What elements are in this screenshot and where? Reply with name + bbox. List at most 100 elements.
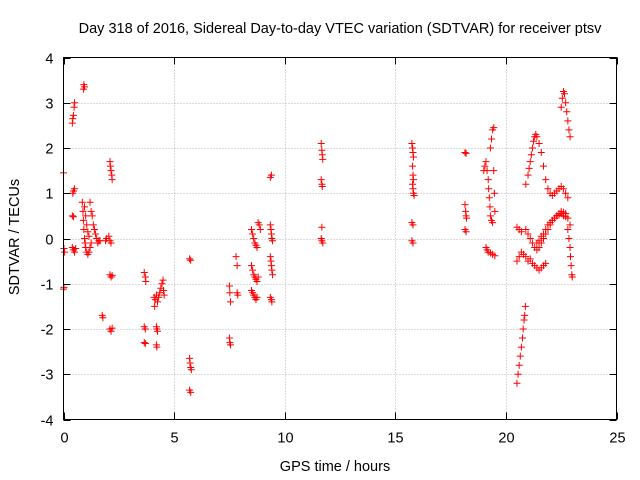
data-point	[79, 216, 87, 224]
data-point	[186, 359, 194, 367]
data-point	[544, 185, 552, 193]
data-points	[60, 81, 576, 396]
data-point	[317, 176, 325, 184]
data-point	[107, 167, 115, 175]
data-point	[462, 149, 470, 157]
data-point	[234, 291, 242, 299]
data-point	[542, 176, 550, 184]
data-point	[156, 289, 164, 297]
data-point	[266, 253, 274, 261]
data-point	[317, 139, 325, 147]
data-point	[154, 298, 162, 306]
data-point	[318, 223, 326, 231]
data-point	[526, 235, 534, 242]
y-tick-label: 4	[45, 52, 53, 68]
data-point	[562, 210, 570, 218]
data-point	[526, 158, 534, 166]
data-point	[268, 266, 276, 274]
data-point	[226, 289, 234, 297]
data-point	[482, 158, 490, 166]
data-point	[80, 225, 88, 233]
data-point	[81, 203, 89, 211]
data-point	[409, 221, 417, 229]
data-point	[490, 167, 498, 175]
data-point	[107, 327, 115, 335]
data-point	[522, 225, 530, 233]
data-point	[566, 244, 574, 252]
data-point	[187, 366, 195, 374]
data-point	[227, 298, 235, 306]
data-point	[558, 94, 566, 102]
data-point	[528, 144, 536, 152]
data-point	[408, 139, 416, 147]
plot-border	[63, 57, 617, 420]
data-point	[85, 232, 93, 240]
data-point	[486, 212, 494, 220]
data-point	[564, 214, 572, 222]
data-point	[565, 235, 573, 242]
data-point	[107, 273, 115, 281]
data-point	[106, 162, 114, 170]
data-point	[542, 259, 550, 267]
data-point	[61, 248, 69, 256]
x-tick-label: 0	[60, 431, 68, 447]
data-point	[491, 252, 499, 260]
data-point	[524, 230, 532, 238]
data-point	[567, 262, 575, 270]
data-point	[535, 244, 543, 252]
data-point	[568, 273, 576, 281]
data-point	[517, 343, 525, 351]
data-point	[488, 135, 496, 143]
data-point	[92, 230, 100, 238]
data-point	[78, 198, 86, 206]
data-point	[461, 149, 469, 157]
data-point	[533, 133, 541, 141]
data-point	[266, 221, 274, 229]
data-point	[491, 207, 499, 215]
data-point	[566, 221, 574, 229]
y-tick-label: -3	[41, 368, 54, 384]
data-point	[79, 207, 87, 215]
data-point	[520, 316, 528, 324]
data-point	[519, 325, 527, 333]
data-point	[158, 280, 166, 288]
data-point	[99, 314, 107, 322]
data-point	[86, 244, 94, 252]
data-point	[540, 230, 548, 238]
data-point	[527, 151, 535, 159]
data-point	[522, 253, 530, 261]
data-point	[140, 339, 148, 347]
data-point	[564, 194, 572, 202]
data-point	[141, 325, 149, 333]
data-point	[186, 255, 194, 263]
data-point	[84, 228, 92, 236]
data-point	[486, 144, 494, 152]
data-point	[233, 262, 241, 270]
y-tick-label: 2	[45, 142, 53, 158]
grid-lines	[63, 57, 617, 420]
data-point	[253, 244, 261, 252]
data-point	[159, 287, 167, 295]
data-point	[249, 230, 257, 238]
data-point	[564, 225, 572, 233]
data-point	[409, 239, 417, 247]
data-point	[108, 272, 116, 280]
data-point	[155, 293, 163, 301]
data-point	[535, 139, 543, 147]
data-point	[105, 232, 113, 240]
data-point	[255, 221, 263, 229]
data-point	[72, 244, 80, 252]
x-tick-label: 25	[609, 431, 625, 447]
data-point	[486, 203, 494, 211]
y-tick-label: 3	[45, 97, 53, 113]
data-point	[85, 248, 93, 256]
data-point	[515, 361, 523, 369]
data-point	[227, 341, 235, 349]
data-point	[462, 228, 470, 236]
data-point	[81, 83, 89, 91]
y-tick-label: -1	[41, 278, 54, 294]
data-point	[141, 339, 149, 347]
data-point	[562, 189, 570, 197]
data-point	[250, 235, 258, 242]
